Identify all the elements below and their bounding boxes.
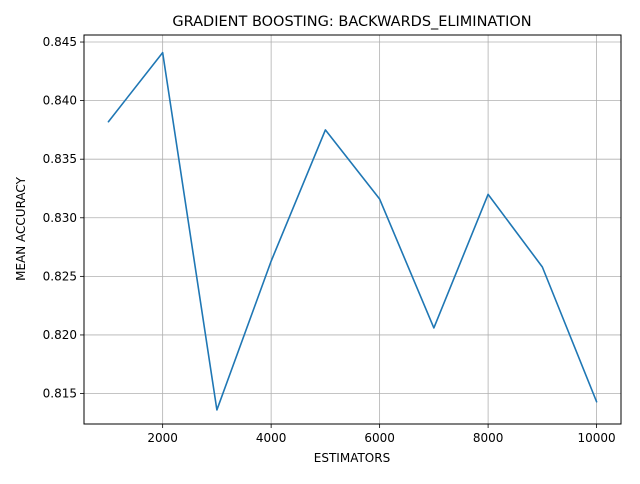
y-axis-label: MEAN ACCURACY <box>14 176 28 280</box>
y-tick-label: 0.830 <box>43 211 77 225</box>
data-point <box>323 128 327 132</box>
data-point <box>161 51 165 55</box>
x-axis-label: ESTIMATORS <box>314 451 390 465</box>
series-layer <box>106 51 599 412</box>
data-point <box>269 259 273 263</box>
data-point <box>540 265 544 269</box>
y-tick-label: 0.840 <box>43 94 77 108</box>
data-point <box>595 400 599 404</box>
grid <box>84 35 621 424</box>
chart-title: GRADIENT BOOSTING: BACKWARDS_ELIMINATION <box>172 14 531 30</box>
x-tick-label: 4000 <box>256 431 287 445</box>
data-point <box>432 326 436 330</box>
x-tick-label: 8000 <box>473 431 504 445</box>
x-tick-label: 6000 <box>364 431 395 445</box>
data-point <box>486 192 490 196</box>
y-tick-label: 0.845 <box>43 35 77 49</box>
series-line <box>107 51 598 411</box>
y-tick-label: 0.825 <box>43 269 77 283</box>
y-tick-label: 0.835 <box>43 152 77 166</box>
y-tick-label: 0.815 <box>43 387 77 401</box>
x-tick-label: 10000 <box>577 431 615 445</box>
x-tick-label: 2000 <box>147 431 178 445</box>
plot-frame <box>83 34 622 425</box>
y-tick-label: 0.820 <box>43 328 77 342</box>
data-point <box>215 408 219 412</box>
data-point <box>378 197 382 201</box>
ticks: 2000 4000 6000 8000 10000 0.815 0.820 0.825 0.83… <box>43 35 616 445</box>
data-point <box>106 120 110 124</box>
